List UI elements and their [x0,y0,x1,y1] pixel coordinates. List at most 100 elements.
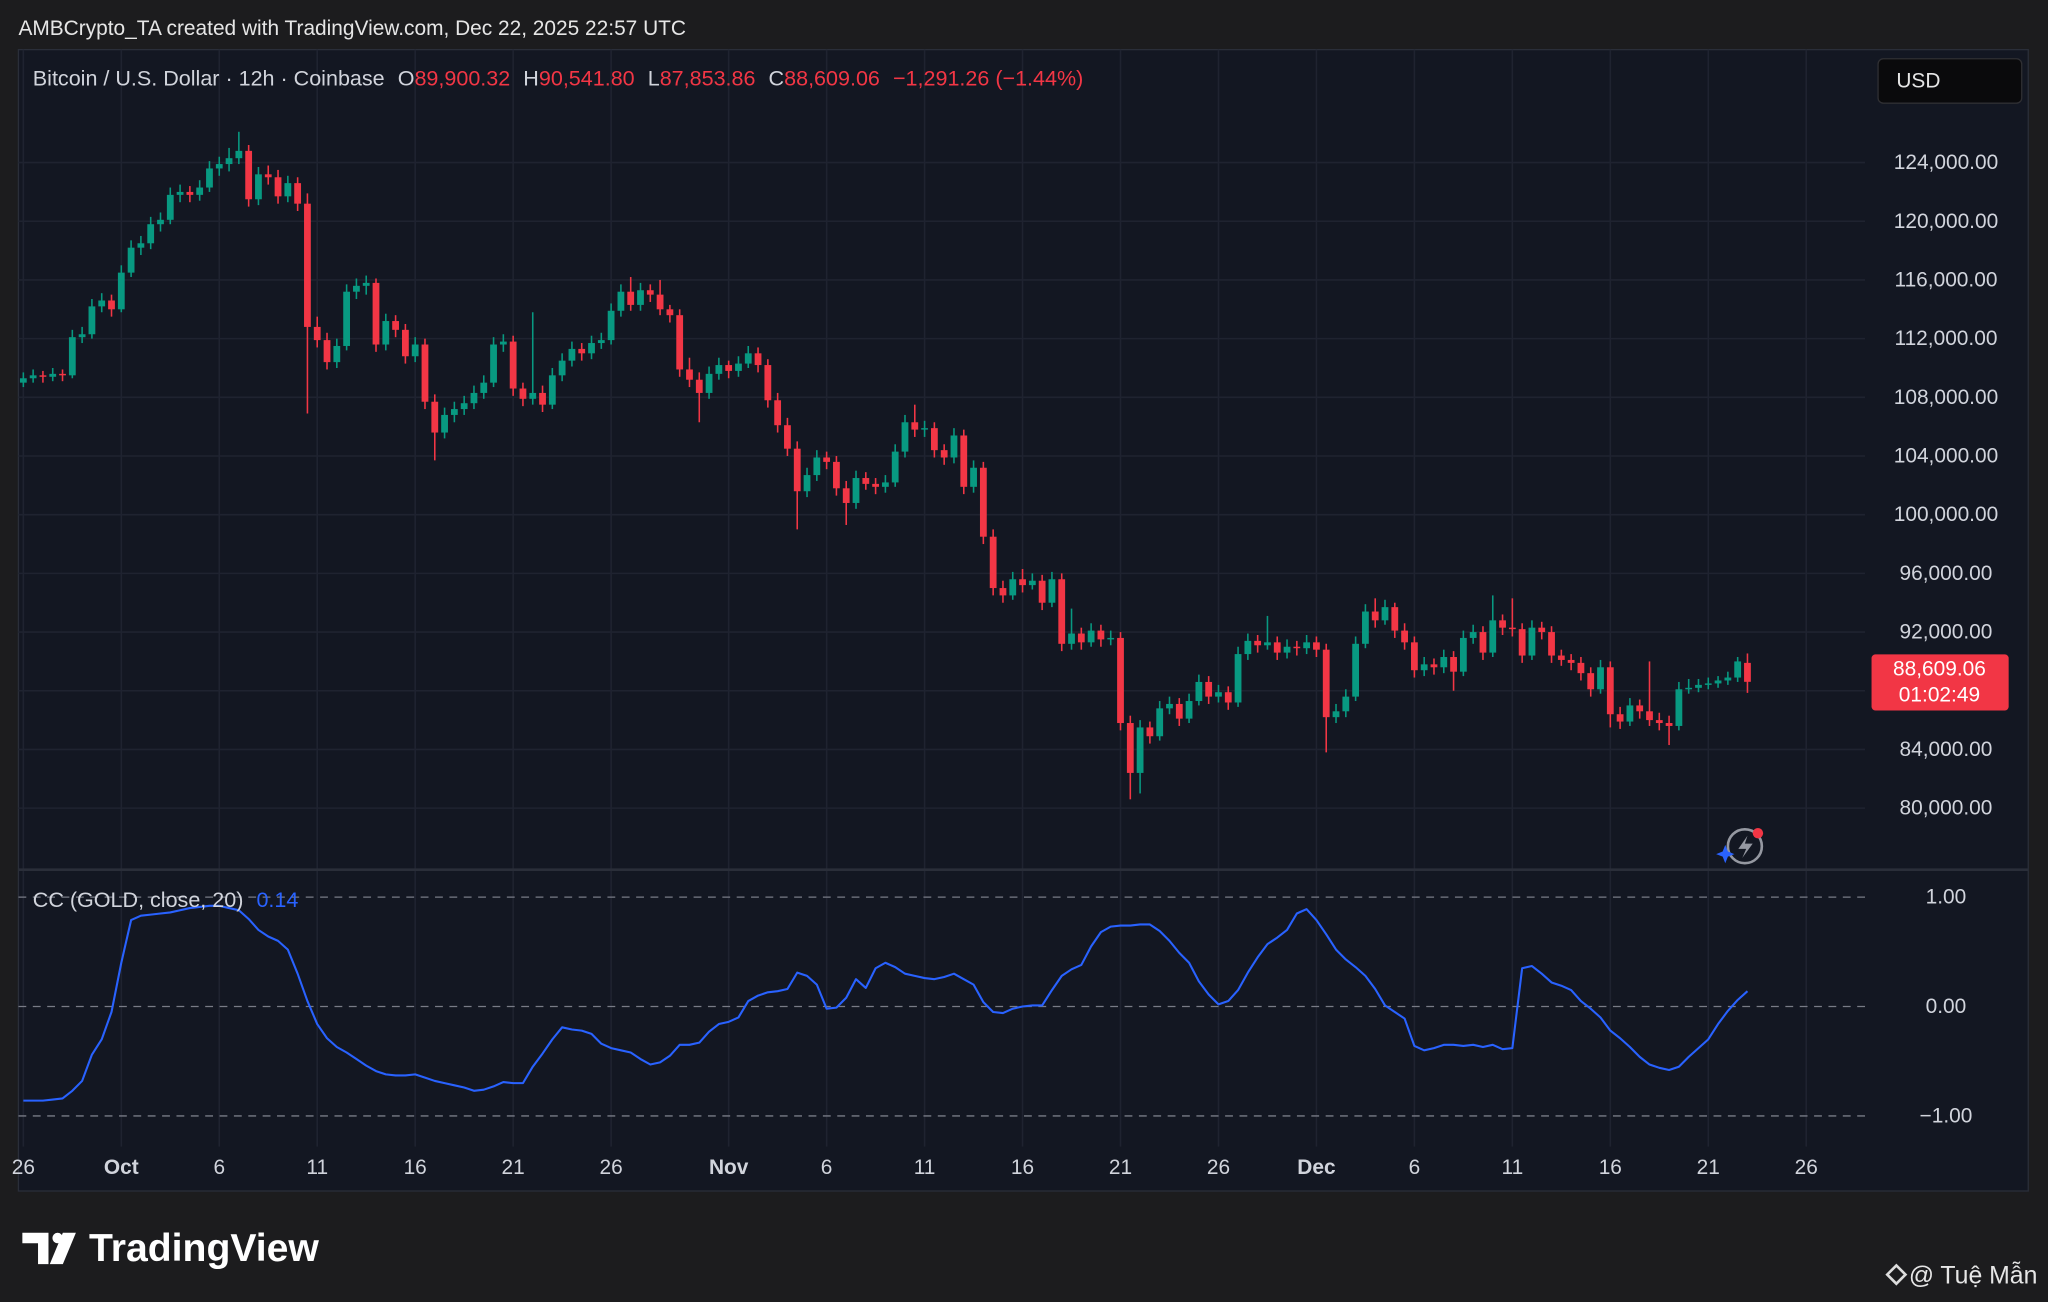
x-tick-label: 16 [1599,1156,1622,1179]
candle-body [1675,689,1683,726]
indicator-line [23,904,1749,1102]
candle-body [529,392,537,399]
symbol-title: Bitcoin / U.S. Dollar · 12h · Coinbase [33,66,385,90]
x-tick-label: 16 [1011,1156,1034,1179]
candle-body [450,409,458,415]
candle-body [597,340,605,344]
candle-body [470,392,478,404]
candle-body [686,369,693,380]
y-tick-label: 104,000.00 [1894,445,1998,468]
candle-body [1744,662,1751,682]
candle-body [117,272,125,310]
candle-body [882,482,889,487]
candle-body [225,158,233,165]
axis-labels: 80,000.0084,000.0088,000.0092,000.0096,0… [12,151,2009,1179]
candle-body [362,282,370,286]
y-tick-label: 124,000.00 [1894,151,1998,174]
currency-label[interactable]: USD [1896,69,1940,92]
candle-body [1430,664,1438,668]
candle-body [1107,637,1115,640]
candle-body [793,448,801,492]
alert-circle[interactable] [1726,827,1764,865]
ohlc-value: 89,900.32 [414,66,510,90]
candle-body [460,403,468,410]
candle-body [1156,708,1164,737]
candle-body [1557,655,1565,660]
candle-body [1440,657,1448,668]
candle-body [1371,611,1379,621]
last-price-tag [1871,654,2009,711]
candle-body [1342,696,1350,712]
alert-dot[interactable] [1752,827,1764,839]
candle-body [1508,627,1516,630]
candle-body [960,435,968,487]
indicator-legend: CC (GOLD, close, 20) 0.14 [33,888,299,912]
candle-body [1205,681,1213,697]
watermark-icon [1885,1263,1908,1286]
candle-body [1655,720,1663,724]
currency-button[interactable] [1877,58,2023,104]
x-tick-label: 6 [1409,1156,1421,1179]
candle-body [264,174,272,178]
candle-body [911,422,919,430]
candle-body [274,177,282,197]
candle-body [1352,643,1360,697]
candle-body [989,536,997,589]
candle-body [774,400,782,426]
candle-body [1714,680,1722,684]
candle-body [245,150,253,200]
indicator-title: CC (GOLD, close, 20) [33,888,244,912]
ohlc-key: L [648,66,660,90]
y-tick-label: 80,000.00 [1900,797,1993,820]
candle-body [411,344,419,357]
candle-body [1626,705,1634,722]
ohlc-key: H [523,66,539,90]
candle-body [499,341,507,345]
candle-body [401,329,409,357]
alert-star[interactable] [1716,844,1735,864]
candle-body [441,414,448,433]
candle-body [431,401,439,433]
x-tick-label: Nov [709,1156,749,1179]
candle-body [1087,630,1095,643]
candle-body [1420,664,1428,671]
candle-body [1185,701,1193,719]
candle-body [1244,640,1252,655]
candle-body [1136,727,1144,773]
candle-body [744,353,752,364]
candle-body [68,337,76,376]
candle-body [215,164,223,169]
ohlc-key: C [769,66,785,90]
candle-body [1391,607,1399,631]
alert-bolt[interactable] [1738,835,1753,858]
candle-body [313,326,321,341]
candle-body [284,183,292,197]
candle-body [49,373,57,377]
candle-body [940,450,948,458]
candle-body [617,291,625,311]
y-tick-label: 120,000.00 [1894,210,1998,233]
candle-body [1332,711,1340,718]
candle-body [735,363,742,371]
candle-body [1215,692,1222,697]
brand: TradingView [89,1227,319,1270]
candle-body [1587,673,1595,690]
candle-body [852,478,860,503]
y-tick-label: 1.00 [1926,886,1967,909]
candle-body [1450,657,1457,672]
candle-body [1538,627,1546,633]
candle-body [568,348,576,361]
candle-body [1646,711,1653,721]
y-tick-label: 84,000.00 [1900,738,1993,761]
candle-body [1313,642,1320,650]
candle-body [78,334,86,338]
candle-body [970,467,977,487]
candle-body [304,203,311,327]
alert-icon[interactable] [1716,827,1764,865]
candle-body [1048,579,1056,603]
x-tick-label: 21 [502,1156,525,1179]
ohlc-value: 90,541.80 [539,66,635,90]
x-tick-label: 11 [306,1156,328,1179]
candle-body [1401,630,1408,643]
